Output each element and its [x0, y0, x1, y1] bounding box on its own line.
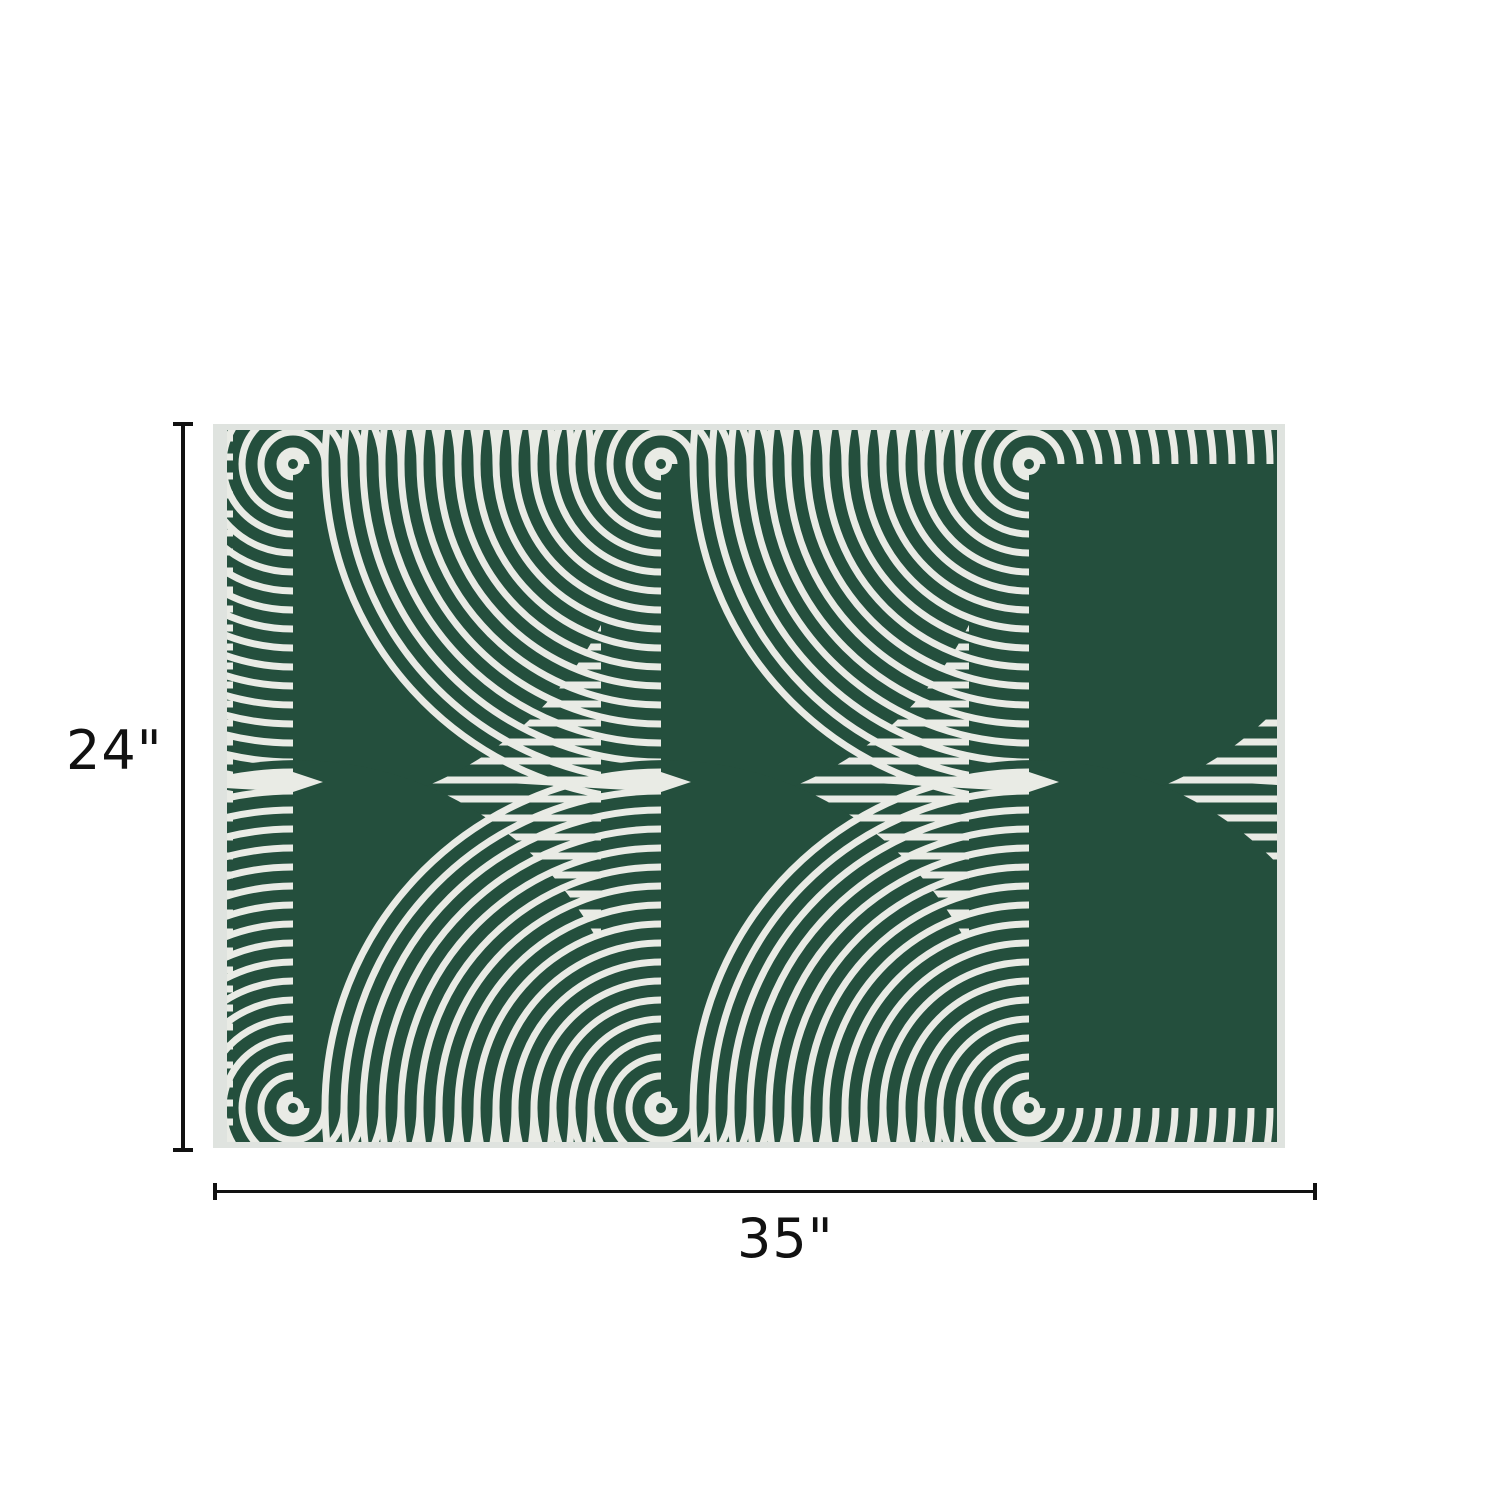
- width-label: 35": [737, 1207, 834, 1270]
- height-dimension-cap-bottom: [173, 1148, 193, 1152]
- height-dimension-cap-top: [173, 422, 193, 426]
- width-dimension-cap-left: [213, 1183, 217, 1200]
- width-dimension-cap-right: [1313, 1183, 1317, 1200]
- width-dimension-line: [215, 1190, 1315, 1193]
- rug-wave-pattern-icon: [213, 424, 1285, 1148]
- rug-image: [213, 424, 1285, 1148]
- height-label: 24": [66, 719, 163, 782]
- height-dimension-line: [181, 424, 185, 1152]
